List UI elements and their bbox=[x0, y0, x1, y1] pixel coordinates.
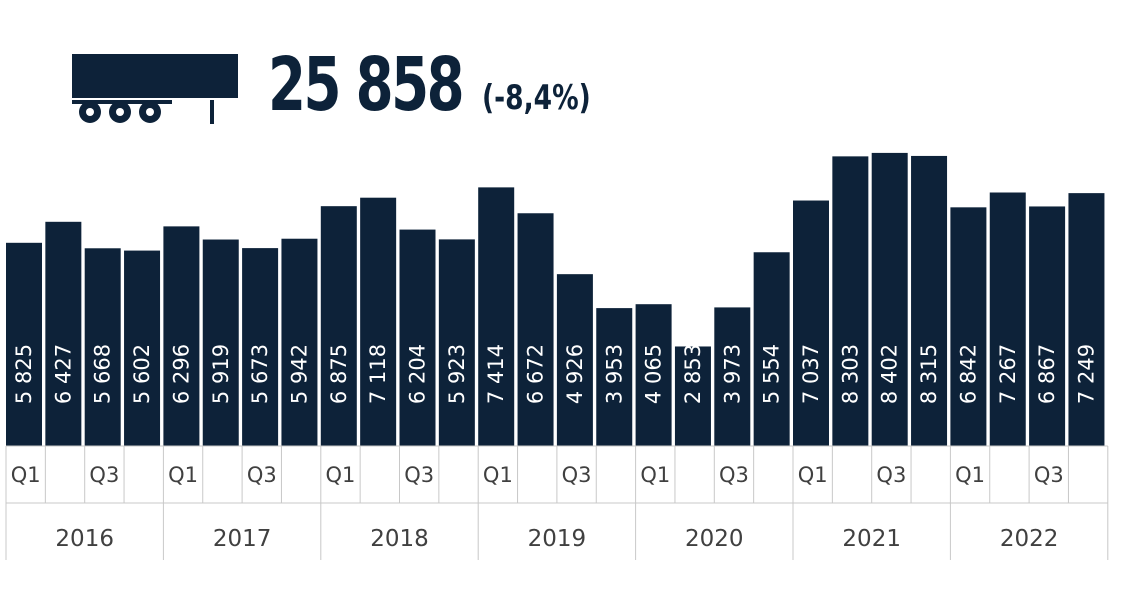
quarter-tick-label: Q3 bbox=[247, 463, 277, 487]
bar bbox=[674, 346, 711, 446]
year-label: 2021 bbox=[842, 526, 901, 552]
bar-value-label: 5 668 bbox=[91, 344, 115, 404]
bar bbox=[793, 200, 829, 446]
bar bbox=[635, 304, 672, 446]
bar bbox=[478, 187, 515, 447]
bar bbox=[438, 239, 475, 446]
bar bbox=[1068, 193, 1105, 446]
bar bbox=[556, 274, 593, 446]
bar-value-label: 5 602 bbox=[130, 344, 154, 404]
bar-value-label: 7 118 bbox=[366, 344, 390, 404]
year-label: 2020 bbox=[685, 526, 744, 552]
bar-value-label: 7 267 bbox=[996, 344, 1020, 404]
bar bbox=[596, 308, 633, 446]
bar bbox=[911, 155, 948, 446]
bar bbox=[832, 156, 869, 446]
bar-value-label: 5 673 bbox=[248, 344, 272, 404]
year-label: 2016 bbox=[55, 526, 114, 552]
bar-value-label: 3 953 bbox=[602, 344, 626, 404]
bar-value-label: 5 919 bbox=[209, 344, 233, 404]
bar bbox=[202, 239, 239, 446]
percent-change: (-8,4%) bbox=[482, 78, 591, 118]
year-label: 2017 bbox=[213, 526, 272, 552]
bar bbox=[6, 242, 42, 446]
bar-value-label: 4 926 bbox=[563, 344, 587, 404]
bar-value-label: 7 249 bbox=[1074, 344, 1098, 404]
quarter-tick-label: Q3 bbox=[89, 463, 119, 487]
bar-value-label: 5 825 bbox=[12, 344, 36, 404]
bar bbox=[950, 207, 987, 446]
bar-value-label: 5 942 bbox=[287, 344, 311, 404]
quarter-tick-label: Q1 bbox=[955, 463, 985, 487]
bar-value-label: 2 853 bbox=[681, 344, 705, 404]
bar bbox=[753, 252, 790, 446]
truck-trailer-icon bbox=[72, 54, 238, 124]
bar-value-label: 8 402 bbox=[878, 344, 902, 404]
total-count: 25 858 bbox=[268, 42, 465, 128]
quarter-tick-label: Q1 bbox=[11, 463, 41, 487]
bar-value-label: 3 973 bbox=[720, 344, 744, 404]
bar-value-label: 7 037 bbox=[799, 344, 823, 404]
quarter-tick-label: Q1 bbox=[798, 463, 828, 487]
year-label: 2019 bbox=[528, 526, 587, 552]
bar bbox=[45, 221, 82, 446]
bar-value-label: 5 554 bbox=[760, 344, 784, 404]
quarter-tick-label: Q1 bbox=[483, 463, 513, 487]
quarter-tick-label: Q3 bbox=[404, 463, 434, 487]
bar bbox=[1029, 206, 1066, 446]
bar bbox=[399, 229, 436, 446]
bar-value-label: 6 842 bbox=[956, 344, 980, 404]
quarter-tick-label: Q3 bbox=[876, 463, 906, 487]
bar bbox=[360, 197, 397, 446]
bar bbox=[714, 307, 751, 446]
quarter-tick-label: Q1 bbox=[168, 463, 198, 487]
bar bbox=[320, 206, 357, 446]
quarter-tick-label: Q3 bbox=[562, 463, 592, 487]
bar-value-label: 7 414 bbox=[484, 344, 508, 404]
bar-value-label: 4 065 bbox=[642, 344, 666, 404]
bar-value-label: 6 427 bbox=[51, 344, 75, 404]
bar bbox=[517, 213, 554, 446]
bar bbox=[281, 238, 318, 446]
bar bbox=[163, 226, 200, 446]
quarter-tick-label: Q1 bbox=[640, 463, 670, 487]
bar bbox=[871, 152, 908, 446]
bar bbox=[242, 248, 279, 446]
bar-value-label: 6 296 bbox=[169, 344, 193, 404]
bar bbox=[84, 248, 121, 446]
bar-value-label: 6 875 bbox=[327, 344, 351, 404]
bar bbox=[989, 192, 1026, 446]
quarter-tick-label: Q3 bbox=[1034, 463, 1064, 487]
bar-value-label: 6 204 bbox=[406, 344, 430, 404]
quarter-tick-label: Q1 bbox=[326, 463, 356, 487]
bar-value-label: 6 867 bbox=[1035, 344, 1059, 404]
bar-value-label: 8 315 bbox=[917, 344, 941, 404]
bar-value-label: 6 672 bbox=[524, 344, 548, 404]
year-label: 2018 bbox=[370, 526, 429, 552]
bar bbox=[124, 250, 161, 446]
bar-value-label: 8 303 bbox=[838, 344, 862, 404]
bar-value-label: 5 923 bbox=[445, 344, 469, 404]
year-label: 2022 bbox=[1000, 526, 1059, 552]
quarter-tick-label: Q3 bbox=[719, 463, 749, 487]
